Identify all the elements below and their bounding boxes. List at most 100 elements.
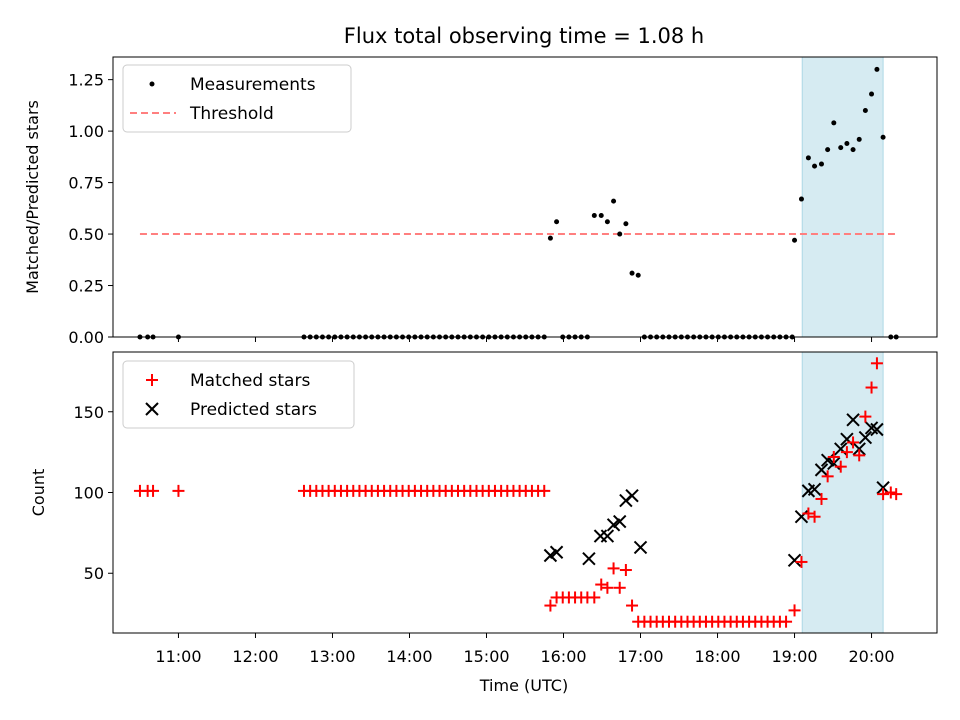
measurement-point [812,163,818,169]
bottom-shaded-region [801,351,884,634]
top-legend: Measurements Threshold [122,64,352,133]
measurement-point [554,219,560,225]
measurement-point [798,196,804,202]
x-marker-stroke [834,442,848,456]
matched-star-point [859,410,872,423]
legend-predicted-label: Predicted stars [190,400,317,420]
x-tick-label: 11:00 [155,647,201,666]
matched-star-point [815,492,828,505]
measurement-point [598,213,604,219]
x-marker-stroke [807,482,822,496]
matched-star-point [877,488,890,501]
matched-star-point [884,486,897,499]
x-tick-label: 16:00 [540,647,586,666]
matched-star-point [601,581,614,594]
measurement-point [547,235,553,241]
y-tick-label: 1.25 [68,71,104,90]
matched-star-point [588,591,601,604]
bottom-panel: 50 100 150 11:00 12:00 13:00 14:00 15:00 16:00 1… [29,351,938,695]
matched-star-point [780,615,793,628]
top-y-axis: 0.00 0.25 0.50 0.75 1.00 1.25 [68,71,113,347]
measurement-point [623,221,629,227]
top-shaded-region [801,56,884,338]
predicted-star-point [600,529,615,543]
measurement-point [805,155,811,161]
x-marker-stroke [852,442,866,456]
matched-star-point [802,507,815,520]
x-marker-stroke [876,480,890,495]
bottom-legend-box [122,360,355,429]
matched-star-point [890,488,903,501]
x-tick-label: 12:00 [232,647,278,666]
y-tick-label: 0.50 [68,225,104,244]
measurement-point [862,108,868,114]
matched-star-point [147,484,160,497]
predicted-star-point [870,422,884,437]
chart-title: Flux total observing time = 1.08 h [344,24,704,48]
matched-star-point [821,470,834,483]
x-tick-label: 15:00 [463,647,509,666]
legend-matched-label: Matched stars [190,371,310,391]
measurement-point [604,219,610,225]
y-tick-label: 100 [73,484,104,503]
predicted-star-point [625,489,639,503]
x-axis: 11:00 12:00 13:00 14:00 15:00 16:00 17:00 18:00… [155,633,895,666]
x-marker-stroke [814,463,829,477]
predicted-star-point [846,413,860,427]
top-axes-frame [112,56,938,338]
matched-star-point [544,599,557,612]
measurement-point [844,140,850,146]
x-marker-stroke [600,529,615,543]
top-y-axis-label: Matched/Predicted stars [23,100,42,294]
matched-star-point [607,562,620,575]
bottom-y-axis-label: Count [29,469,48,517]
matched-star-point [619,564,632,577]
x-tick-label: 20:00 [848,647,894,666]
matched-star-point [827,450,840,463]
matched-star-point [795,555,808,568]
measurement-point [611,198,617,204]
matched-star-point [626,599,639,612]
predicted-star-point [814,463,829,477]
matched-star-point [847,436,860,449]
measurement-point [635,272,641,278]
predicted-star-point [858,430,873,445]
measurement-point [874,66,880,72]
x-axis-label: Time (UTC) [479,676,568,695]
legend-threshold-label: Threshold [189,104,274,124]
measurement-point [792,237,798,243]
measurement-point [880,134,886,140]
predicted-star-point [613,514,627,529]
x-marker-stroke [846,413,860,427]
matched-star-point [788,604,801,617]
measurement-point [856,136,862,142]
x-marker-stroke [613,514,627,529]
measurement-point [825,147,831,153]
x-marker-stroke [625,489,639,503]
x-tick-label: 17:00 [617,647,663,666]
matched-star-point [595,578,608,591]
predicted-star-point [852,442,866,456]
predicted-star-point [787,553,802,568]
legend-predicted-marker [145,402,159,416]
y-tick-label: 0.00 [68,328,104,347]
x-tick-label: 14:00 [386,647,432,666]
predicted-star-point [549,545,564,559]
x-marker-stroke [870,422,884,437]
measurement-point [869,91,875,97]
bottom-plot-area [133,357,903,628]
x-marker-stroke [840,432,854,446]
y-tick-label: 150 [73,403,104,422]
y-tick-label: 0.75 [68,174,104,193]
top-legend-box [122,64,352,133]
matched-star-point [870,357,883,370]
x-tick-label: 13:00 [309,647,355,666]
measurement-point [818,161,824,167]
x-marker-stroke [858,430,873,445]
y-tick-label: 50 [84,564,104,583]
measurement-point [629,270,635,276]
x-marker-stroke [633,540,648,555]
matched-star-point [808,510,821,523]
legend-measurements-label: Measurements [190,75,316,95]
matched-star-point [172,484,185,497]
